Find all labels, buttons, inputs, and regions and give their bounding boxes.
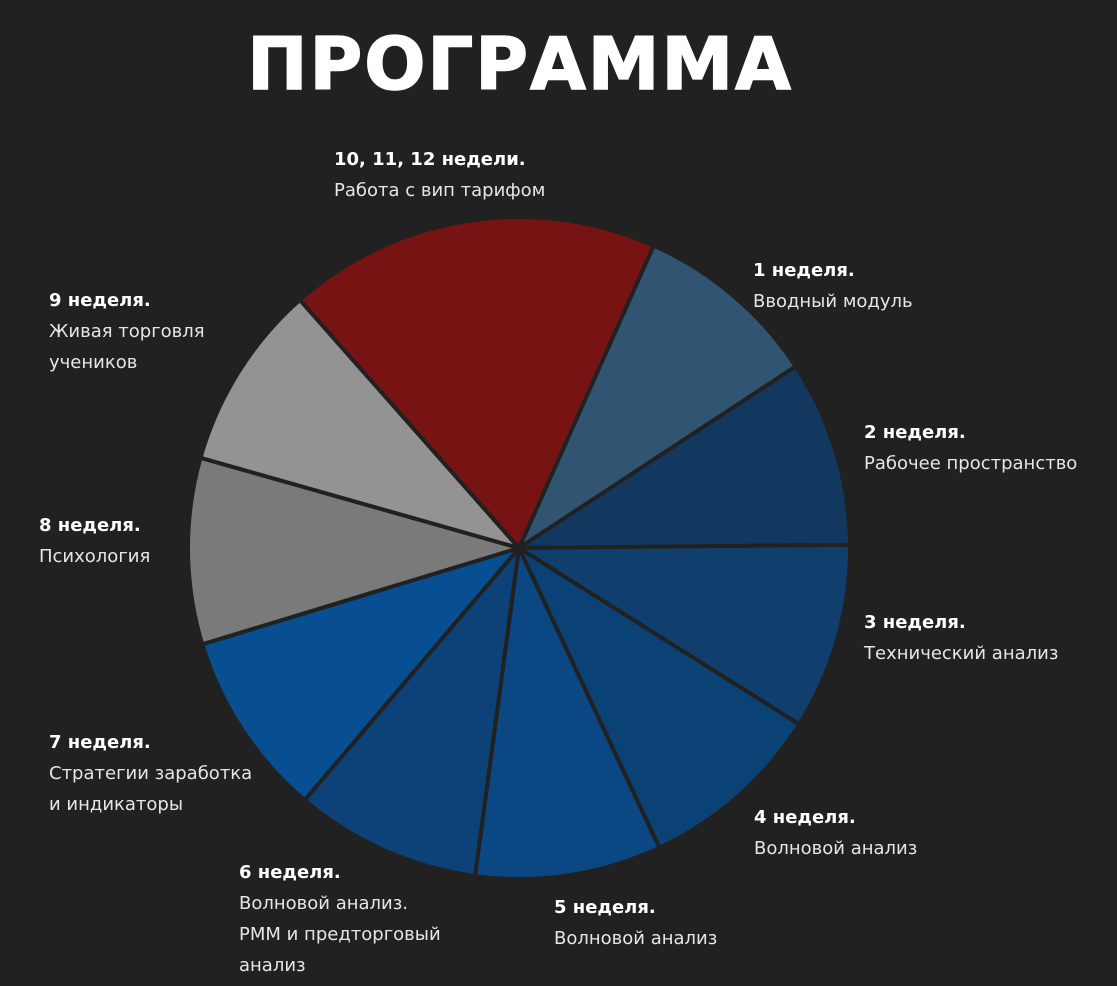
- week-6-description: Волновой анализ. PMM и предторговый анал…: [239, 893, 441, 976]
- legend-week-9: 9 неделя. Живая торговля учеников: [49, 286, 205, 378]
- pie-slice-4: [517, 546, 802, 850]
- week-4-description: Волновой анализ: [754, 838, 918, 859]
- weeks-10-12-title: 10, 11, 12 недели.: [334, 149, 526, 170]
- week-9-title: 9 неделя.: [49, 290, 151, 311]
- week-9-description: Живая торговля учеников: [49, 321, 205, 373]
- pie-slice-8: [186, 455, 521, 647]
- pie-slice-7: [200, 546, 521, 803]
- legend-week-8: 8 неделя. Психология: [39, 511, 150, 572]
- legend-week-2: 2 неделя. Рабочее пространство: [864, 418, 1077, 479]
- week-8-title: 8 неделя.: [39, 515, 141, 536]
- week-2-description: Рабочее пространство: [864, 453, 1078, 474]
- legend-weeks-10-12: 10, 11, 12 недели. Работа с вип тарифом: [334, 145, 545, 206]
- pie-slice-5: [473, 546, 662, 881]
- week-8-description: Психология: [39, 546, 151, 567]
- pie-slice-9: [198, 297, 521, 550]
- pie-slice-2: [517, 364, 852, 550]
- pie-slice-3: [517, 542, 852, 727]
- week-1-title: 1 неделя.: [753, 260, 855, 281]
- week-3-title: 3 неделя.: [864, 612, 966, 633]
- legend-week-1: 1 неделя. Вводный модуль: [753, 256, 913, 317]
- week-7-description: Стратегии заработка и индикаторы: [49, 763, 253, 815]
- legend-week-4: 4 неделя. Волновой анализ: [754, 803, 917, 864]
- legend-week-5: 5 неделя. Волновой анализ: [554, 893, 717, 954]
- week-7-title: 7 неделя.: [49, 732, 151, 753]
- legend-week-3: 3 неделя. Технический анализ: [864, 608, 1058, 669]
- week-2-title: 2 неделя.: [864, 422, 966, 443]
- pie-slice-10: [297, 215, 656, 550]
- weeks-10-12-description: Работа с вип тарифом: [334, 180, 546, 201]
- page-title: ПРОГРАММА: [246, 21, 793, 107]
- week-5-title: 5 неделя.: [554, 897, 656, 918]
- legend-week-7: 7 неделя. Стратегии заработка и индикато…: [49, 728, 252, 820]
- pie-slice-1: [517, 243, 798, 550]
- week-3-description: Технический анализ: [864, 643, 1059, 664]
- week-6-title: 6 неделя.: [239, 862, 341, 883]
- legend-week-6: 6 неделя. Волновой анализ. PMM и предтор…: [239, 858, 441, 981]
- week-4-title: 4 неделя.: [754, 807, 856, 828]
- week-1-description: Вводный модуль: [753, 291, 913, 312]
- pie-slice-6: [302, 546, 521, 879]
- week-5-description: Волновой анализ: [554, 928, 718, 949]
